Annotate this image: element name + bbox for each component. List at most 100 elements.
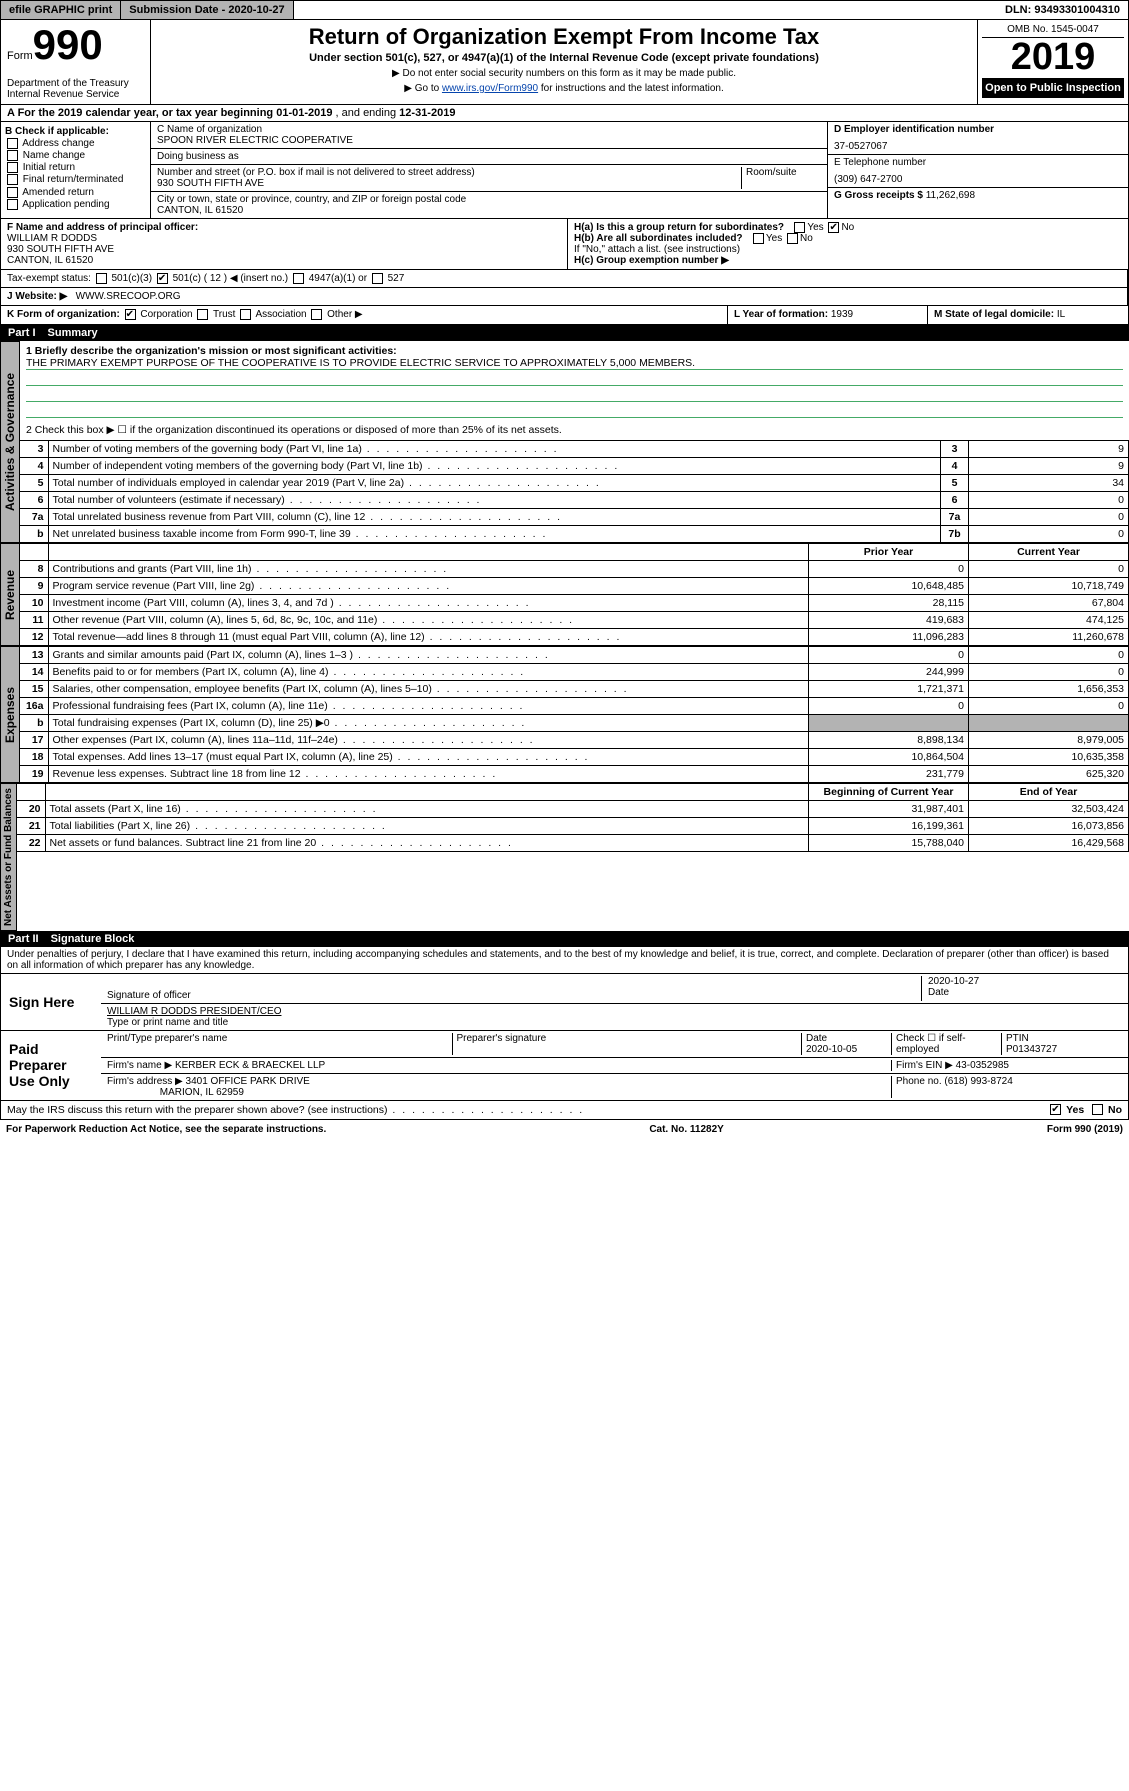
chk-final-return[interactable]: Final return/terminated <box>5 174 146 185</box>
sign-here-block: Sign Here Signature of officer 2020-10-2… <box>0 974 1129 1031</box>
revenue-table: Prior YearCurrent Year8Contributions and… <box>20 543 1129 646</box>
table-row: 19Revenue less expenses. Subtract line 1… <box>20 765 1129 782</box>
discuss-no-checkbox[interactable] <box>1092 1104 1103 1115</box>
row-k: K Form of organization: Corporation Trus… <box>0 306 1129 324</box>
line-a-text: A For the 2019 calendar year, or tax yea… <box>7 107 276 119</box>
section-netassets: Net Assets or Fund Balances Beginning of… <box>0 783 1129 931</box>
q1-blank-line <box>26 404 1123 418</box>
title-box: Return of Organization Exempt From Incom… <box>151 20 978 104</box>
city-state-zip: CANTON, IL 61520 <box>157 205 821 216</box>
officer-label: F Name and address of principal officer: <box>7 222 198 233</box>
table-row: 8Contributions and grants (Part VIII, li… <box>20 560 1129 577</box>
chk-corporation[interactable] <box>125 309 136 320</box>
opt-501c3: 501(c)(3) <box>111 273 152 284</box>
part2-title: Signature Block <box>51 933 135 945</box>
room-label: Room/suite <box>746 167 821 178</box>
table-row: 11Other revenue (Part VIII, column (A), … <box>20 611 1129 628</box>
row-f-h: F Name and address of principal officer:… <box>0 219 1129 270</box>
tax-year-begin: 01-01-2019 <box>276 107 332 119</box>
sidelabel-revenue: Revenue <box>0 543 20 646</box>
chk-501c3[interactable] <box>96 273 107 284</box>
sig-officer-label: Signature of officer <box>107 990 921 1001</box>
chk-527[interactable] <box>372 273 383 284</box>
col-preparer-sig: Preparer's signature <box>453 1033 803 1055</box>
chk-label: Amended return <box>22 187 94 198</box>
phone-value: (309) 647-2700 <box>834 174 1122 185</box>
table-row: 22Net assets or fund balances. Subtract … <box>17 834 1129 851</box>
section-expenses: Expenses 13Grants and similar amounts pa… <box>0 646 1129 783</box>
footer-catno: Cat. No. 11282Y <box>649 1124 723 1135</box>
chk-other[interactable] <box>311 309 322 320</box>
chk-application-pending[interactable]: Application pending <box>5 199 146 210</box>
dept-treasury: Department of the Treasury Internal Reve… <box>7 78 144 100</box>
top-bar: efile GRAPHIC print Submission Date - 20… <box>0 0 1129 20</box>
chk-501c[interactable] <box>157 273 168 284</box>
form-title: Return of Organization Exempt From Incom… <box>159 24 969 50</box>
form-number: 990 <box>33 21 103 68</box>
typed-name-label: Type or print name and title <box>107 1017 1122 1028</box>
submission-date-button[interactable]: Submission Date - 2020-10-27 <box>121 1 293 19</box>
perjury-text: Under penalties of perjury, I declare th… <box>0 947 1129 974</box>
chk-label: Initial return <box>23 162 75 173</box>
table-row: 14Benefits paid to or for members (Part … <box>20 663 1129 680</box>
table-row: 6Total number of volunteers (estimate if… <box>20 491 1129 508</box>
netassets-table: Beginning of Current YearEnd of Year20To… <box>17 783 1129 852</box>
sig-date: 2020-10-27 <box>928 976 1122 987</box>
irs-link[interactable]: www.irs.gov/Form990 <box>442 83 538 94</box>
domicile: IL <box>1057 309 1065 320</box>
info-grid: B Check if applicable: Address change Na… <box>0 122 1129 219</box>
gross-receipts: 11,262,698 <box>926 190 975 201</box>
form-org-label: K Form of organization: <box>7 310 120 321</box>
firm-phone-label: Phone no. <box>896 1076 944 1087</box>
firm-addr-label: Firm's address ▶ <box>107 1076 183 1087</box>
chk-amended[interactable]: Amended return <box>5 187 146 198</box>
domicile-label: M State of legal domicile: <box>934 309 1057 320</box>
h-c-label: H(c) Group exemption number ▶ <box>574 255 729 266</box>
col-d: D Employer identification number 37-0527… <box>828 122 1128 218</box>
col-b: B Check if applicable: Address change Na… <box>1 122 151 218</box>
ein-value: 37-0527067 <box>834 141 1122 152</box>
opt-corp: Corporation <box>140 310 192 321</box>
section-h: H(a) Is this a group return for subordin… <box>568 219 1128 269</box>
officer-addr1: 930 SOUTH FIFTH AVE <box>7 244 561 255</box>
chk-address-change[interactable]: Address change <box>5 138 146 149</box>
firm-ein: 43-0352985 <box>956 1060 1009 1071</box>
q1-blank-line <box>26 388 1123 402</box>
chk-trust[interactable] <box>197 309 208 320</box>
table-row: 4Number of independent voting members of… <box>20 457 1129 474</box>
q1-label: 1 Briefly describe the organization's mi… <box>26 345 397 357</box>
table-row: 13Grants and similar amounts paid (Part … <box>20 646 1129 663</box>
chk-label: Name change <box>23 150 85 161</box>
h-a-no-checkbox[interactable] <box>828 222 839 233</box>
part1-num: Part I <box>8 327 36 339</box>
opt-assoc: Association <box>255 310 306 321</box>
self-employed-check[interactable]: Check ☐ if self-employed <box>892 1033 1002 1055</box>
chk-initial-return[interactable]: Initial return <box>5 162 146 173</box>
efile-button[interactable]: efile GRAPHIC print <box>1 1 121 19</box>
table-row: 20Total assets (Part X, line 16)31,987,4… <box>17 800 1129 817</box>
table-row: 16aProfessional fundraising fees (Part I… <box>20 697 1129 714</box>
ein-label: D Employer identification number <box>834 124 1122 135</box>
sign-here-label: Sign Here <box>1 974 101 1030</box>
officer-typed-name: WILLIAM R DODDS PRESIDENT/CEO <box>107 1006 1122 1017</box>
firm-addr1: 3401 OFFICE PARK DRIVE <box>186 1076 310 1087</box>
row-j-website: J Website: ▶ WWW.SRECOOP.ORG <box>0 288 1129 306</box>
form-id-box: Form990 Department of the Treasury Inter… <box>1 20 151 104</box>
chk-4947[interactable] <box>293 273 304 284</box>
addr-label: Number and street (or P.O. box if mail i… <box>157 167 741 178</box>
table-row: 17Other expenses (Part IX, column (A), l… <box>20 731 1129 748</box>
chk-label: Final return/terminated <box>23 175 124 186</box>
dln-label: DLN: <box>1005 4 1034 16</box>
sidelabel-netassets: Net Assets or Fund Balances <box>0 783 17 931</box>
section-governance: Activities & Governance 1 Briefly descri… <box>0 341 1129 543</box>
discuss-yes-checkbox[interactable] <box>1050 1104 1061 1115</box>
col-date-label: Date <box>806 1033 827 1044</box>
q1-mission: THE PRIMARY EXEMPT PURPOSE OF THE COOPER… <box>26 357 1123 370</box>
discuss-yes: Yes <box>1066 1104 1084 1116</box>
org-name-label: C Name of organization <box>157 124 821 135</box>
table-row: 18Total expenses. Add lines 13–17 (must … <box>20 748 1129 765</box>
col-print-name: Print/Type preparer's name <box>107 1033 453 1055</box>
chk-association[interactable] <box>240 309 251 320</box>
officer-addr2: CANTON, IL 61520 <box>7 255 561 266</box>
chk-name-change[interactable]: Name change <box>5 150 146 161</box>
